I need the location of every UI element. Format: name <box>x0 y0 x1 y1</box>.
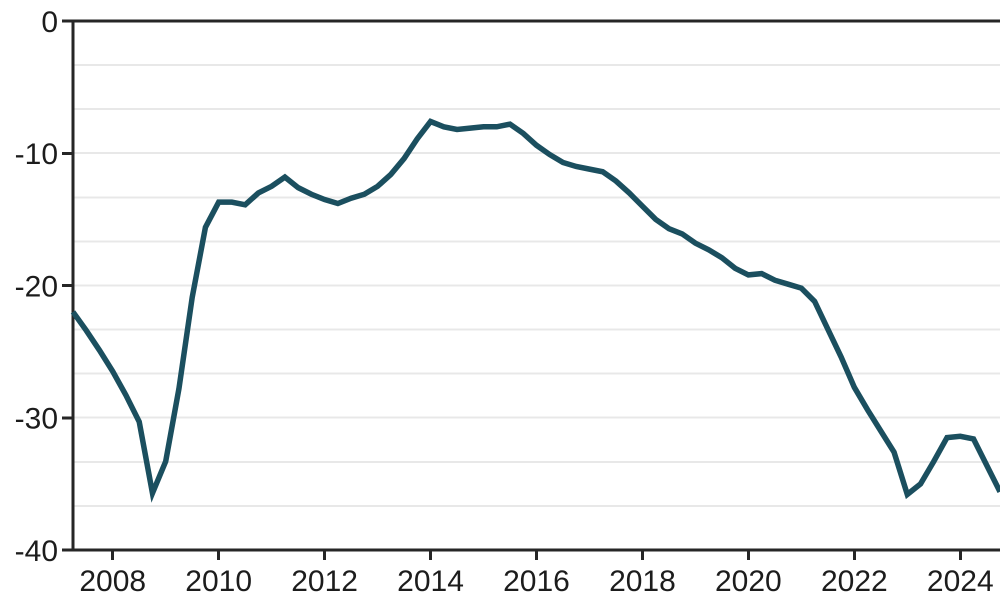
y-tick-label: -30 <box>15 403 58 436</box>
x-tick-label: 2016 <box>503 565 570 598</box>
y-tick-label: -10 <box>15 138 58 171</box>
x-tick-label: 2018 <box>609 565 676 598</box>
x-tick-label: 2024 <box>927 565 994 598</box>
x-tick-label: 2022 <box>821 565 888 598</box>
data-line <box>70 118 1000 503</box>
x-tick-label: 2020 <box>715 565 782 598</box>
x-tick-label: 2010 <box>185 565 252 598</box>
y-tick-label: -20 <box>15 270 58 303</box>
x-tick-label: 2014 <box>397 565 464 598</box>
x-tick-label: 2012 <box>291 565 358 598</box>
y-tick-label: 0 <box>41 6 58 39</box>
y-tick-label: -40 <box>15 535 58 568</box>
x-tick-label: 2008 <box>79 565 146 598</box>
